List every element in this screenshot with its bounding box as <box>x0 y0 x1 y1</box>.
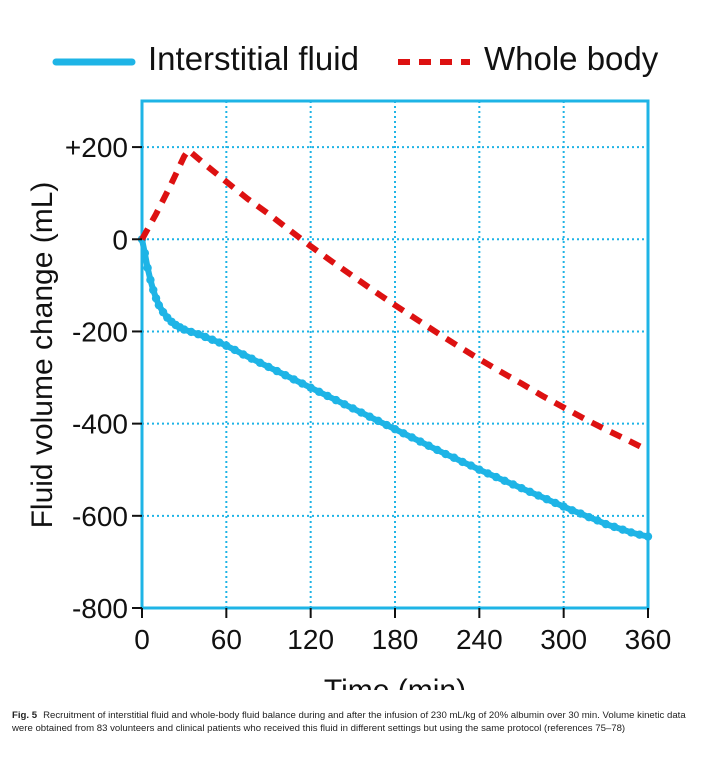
data-point-interstitial-fluid-14 <box>194 330 203 339</box>
data-point-interstitial-fluid-57 <box>551 498 560 508</box>
data-point-interstitial-fluid-47 <box>466 461 476 470</box>
series-whole-body <box>139 147 650 454</box>
x-tick-label-240: 240 <box>456 624 503 655</box>
data-point-interstitial-fluid-63 <box>601 519 611 529</box>
x-tick-label-120: 120 <box>287 624 334 655</box>
data-point-interstitial-fluid-53 <box>517 483 526 493</box>
data-point-interstitial-fluid-4 <box>149 285 158 295</box>
data-point-interstitial-fluid-26 <box>289 375 298 384</box>
data-point-interstitial-fluid-51 <box>500 476 509 485</box>
x-tick-label-0: 0 <box>134 624 150 655</box>
data-point-interstitial-fluid-55 <box>534 491 543 500</box>
figure-caption-label: Fig. 5 <box>12 710 38 721</box>
data-point-interstitial-fluid-17 <box>215 338 224 347</box>
legend-label-whole-body: Whole body <box>484 40 659 77</box>
y-axis-ticks: +200 0 -200 -400 -600 -800 <box>65 132 142 624</box>
data-point-interstitial-fluid-21 <box>247 354 256 363</box>
y-tick-label--600: -600 <box>72 501 128 532</box>
series-interstitial-fluid <box>137 235 653 541</box>
data-point-interstitial-fluid-23 <box>264 362 273 372</box>
data-point-interstitial-fluid-52 <box>508 480 518 489</box>
data-point-interstitial-fluid-61 <box>584 513 594 522</box>
x-axis-ticks: 0 60 120 180 240 300 360 <box>134 608 671 655</box>
x-tick-label-180: 180 <box>372 624 419 655</box>
data-point-interstitial-fluid-15 <box>201 332 210 342</box>
data-point-interstitial-fluid-33 <box>348 404 358 413</box>
y-tick-label--200: -200 <box>72 316 128 347</box>
data-point-interstitial-fluid-44 <box>441 449 450 459</box>
data-point-interstitial-fluid-39 <box>399 429 408 438</box>
data-point-interstitial-fluid-24 <box>272 366 282 376</box>
data-point-interstitial-fluid-45 <box>449 453 459 462</box>
data-point-interstitial-fluid-62 <box>593 516 602 525</box>
chart-series <box>137 147 653 541</box>
data-point-interstitial-fluid-56 <box>542 495 551 504</box>
data-point-interstitial-fluid-28 <box>306 383 315 392</box>
data-point-interstitial-fluid-36 <box>373 416 383 426</box>
data-point-interstitial-fluid-13 <box>186 327 196 337</box>
data-point-interstitial-fluid-6 <box>154 300 164 310</box>
x-tick-label-60: 60 <box>211 624 242 655</box>
x-tick-label-300: 300 <box>540 624 587 655</box>
y-axis-label: Fluid volume change (mL) <box>26 182 59 529</box>
data-point-interstitial-fluid-64 <box>610 522 619 532</box>
x-axis-label: Time (min) <box>324 674 466 690</box>
data-point-interstitial-fluid-46 <box>458 457 467 467</box>
data-point-interstitial-fluid-66 <box>626 528 636 537</box>
data-point-interstitial-fluid-1 <box>140 248 150 258</box>
data-point-interstitial-fluid-34 <box>357 408 366 417</box>
chart-gridlines <box>142 101 648 608</box>
data-point-interstitial-fluid-30 <box>323 391 332 401</box>
data-point-interstitial-fluid-31 <box>331 395 341 405</box>
data-point-interstitial-fluid-29 <box>314 387 324 397</box>
data-point-interstitial-fluid-40 <box>407 433 417 442</box>
data-point-interstitial-fluid-5 <box>151 294 161 303</box>
x-tick-label-360: 360 <box>625 624 672 655</box>
data-point-interstitial-fluid-3 <box>146 275 155 285</box>
data-point-interstitial-fluid-65 <box>618 525 627 534</box>
figure-caption-text: Recruitment of interstitial fluid and wh… <box>12 710 686 734</box>
data-point-interstitial-fluid-20 <box>239 350 248 359</box>
data-point-interstitial-fluid-60 <box>576 509 585 518</box>
data-point-interstitial-fluid-43 <box>432 445 442 455</box>
data-point-interstitial-fluid-37 <box>382 420 391 430</box>
data-point-interstitial-fluid-41 <box>416 437 425 446</box>
data-point-interstitial-fluid-48 <box>475 465 484 474</box>
series-line-whole-body <box>139 147 650 454</box>
y-tick-label--400: -400 <box>72 409 128 440</box>
data-point-interstitial-fluid-16 <box>208 335 217 344</box>
data-point-interstitial-fluid-38 <box>390 424 400 434</box>
data-point-interstitial-fluid-58 <box>559 502 568 511</box>
data-point-interstitial-fluid-25 <box>281 371 290 380</box>
data-point-interstitial-fluid-12 <box>179 325 189 334</box>
fluid-volume-chart: Interstitial fluid Whole body +200 0 -200 -… <box>26 40 671 690</box>
data-point-interstitial-fluid-22 <box>255 358 265 367</box>
chart-legend: Interstitial fluid Whole body <box>52 40 659 77</box>
data-point-interstitial-fluid-49 <box>483 469 492 478</box>
data-point-interstitial-fluid-32 <box>340 400 349 409</box>
data-point-interstitial-fluid-18 <box>222 341 231 350</box>
data-point-interstitial-fluid-50 <box>492 472 501 482</box>
figure-caption: Fig. 5 Recruitment of interstitial fluid … <box>12 709 694 735</box>
data-point-interstitial-fluid-27 <box>298 379 307 388</box>
data-point-interstitial-fluid-59 <box>567 506 577 515</box>
data-point-interstitial-fluid-42 <box>424 441 433 450</box>
data-point-interstitial-fluid-68 <box>643 532 653 541</box>
data-point-interstitial-fluid-35 <box>365 412 374 421</box>
y-tick-label-200: +200 <box>65 132 128 163</box>
data-point-interstitial-fluid-67 <box>635 530 644 539</box>
y-tick-label--800: -800 <box>72 593 128 624</box>
legend-label-interstitial-fluid: Interstitial fluid <box>148 40 359 77</box>
y-tick-label-0: 0 <box>112 224 128 255</box>
data-point-interstitial-fluid-19 <box>230 345 239 355</box>
data-point-interstitial-fluid-2 <box>143 263 152 273</box>
data-point-interstitial-fluid-54 <box>525 487 535 497</box>
